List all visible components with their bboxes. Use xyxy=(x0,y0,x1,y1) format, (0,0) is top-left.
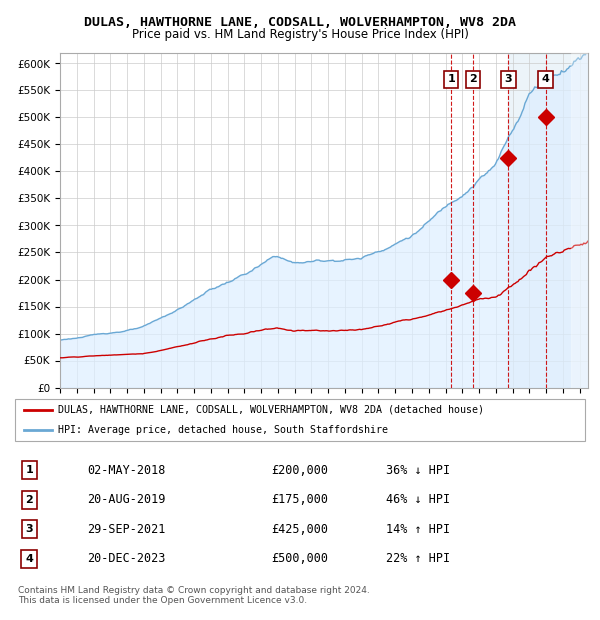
Text: 1: 1 xyxy=(25,465,33,475)
Text: 3: 3 xyxy=(25,525,33,534)
Text: 20-DEC-2023: 20-DEC-2023 xyxy=(87,552,165,565)
Text: 14% ↑ HPI: 14% ↑ HPI xyxy=(386,523,451,536)
Text: 2: 2 xyxy=(25,495,33,505)
Text: 2: 2 xyxy=(469,74,477,84)
Text: 3: 3 xyxy=(505,74,512,84)
Text: £500,000: £500,000 xyxy=(271,552,328,565)
Text: 29-SEP-2021: 29-SEP-2021 xyxy=(87,523,165,536)
Text: Price paid vs. HM Land Registry's House Price Index (HPI): Price paid vs. HM Land Registry's House … xyxy=(131,28,469,41)
Text: £175,000: £175,000 xyxy=(271,494,328,506)
Text: 4: 4 xyxy=(25,554,33,564)
Text: HPI: Average price, detached house, South Staffordshire: HPI: Average price, detached house, Sout… xyxy=(58,425,388,435)
Text: £425,000: £425,000 xyxy=(271,523,328,536)
Text: 1: 1 xyxy=(448,74,455,84)
Text: 36% ↓ HPI: 36% ↓ HPI xyxy=(386,464,451,477)
Text: Contains HM Land Registry data © Crown copyright and database right 2024.
This d: Contains HM Land Registry data © Crown c… xyxy=(18,586,370,605)
Text: 02-MAY-2018: 02-MAY-2018 xyxy=(87,464,165,477)
Text: 22% ↑ HPI: 22% ↑ HPI xyxy=(386,552,451,565)
Bar xyxy=(508,53,588,388)
Text: DULAS, HAWTHORNE LANE, CODSALL, WOLVERHAMPTON, WV8 2DA: DULAS, HAWTHORNE LANE, CODSALL, WOLVERHA… xyxy=(84,16,516,29)
Text: 46% ↓ HPI: 46% ↓ HPI xyxy=(386,494,451,506)
FancyBboxPatch shape xyxy=(15,399,585,441)
Bar xyxy=(571,53,588,388)
Text: 4: 4 xyxy=(542,74,550,84)
Text: £200,000: £200,000 xyxy=(271,464,328,477)
Text: DULAS, HAWTHORNE LANE, CODSALL, WOLVERHAMPTON, WV8 2DA (detached house): DULAS, HAWTHORNE LANE, CODSALL, WOLVERHA… xyxy=(58,405,484,415)
Text: 20-AUG-2019: 20-AUG-2019 xyxy=(87,494,165,506)
